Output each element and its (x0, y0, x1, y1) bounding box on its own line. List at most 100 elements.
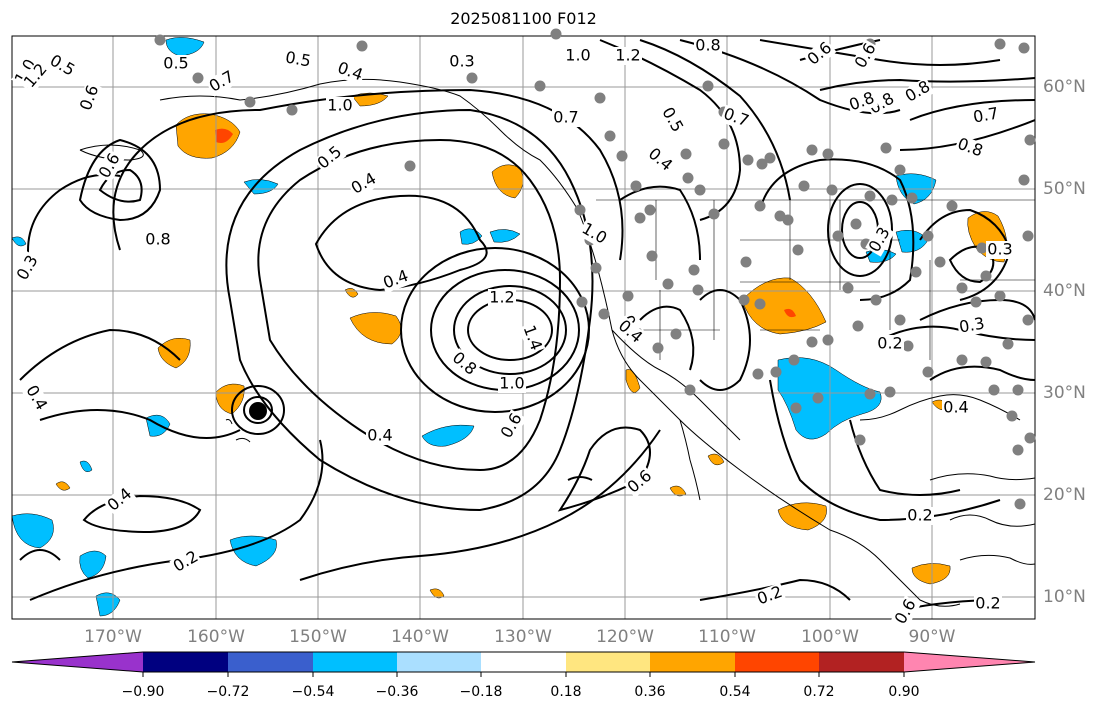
station-dot (1018, 42, 1030, 54)
station-dot (1024, 134, 1036, 146)
contour-label-halo (851, 39, 881, 73)
contour-label-halo (498, 375, 526, 393)
map-title: 2025081100 F012 (450, 9, 597, 28)
station-dot (994, 38, 1006, 50)
station-dot (826, 184, 838, 196)
station-dot (884, 386, 896, 398)
contour-label-halo (169, 547, 203, 577)
station-dot (154, 34, 166, 46)
station-dot (752, 368, 764, 380)
station-dot (854, 434, 866, 446)
station-dot (894, 314, 906, 326)
station-dot (574, 204, 586, 216)
station-dot (644, 204, 656, 216)
contour-label-halo (623, 466, 657, 498)
station-dot (864, 388, 876, 400)
contour-label-halo (719, 104, 753, 132)
contour-label-halo (347, 169, 381, 199)
station-dot (798, 180, 810, 192)
station-dot (812, 392, 824, 404)
station-dot (790, 402, 802, 414)
station-dot (1002, 338, 1014, 350)
station-dot (662, 278, 674, 290)
station-dot (788, 354, 800, 366)
station-dot (356, 40, 368, 52)
contour-label: 0.3 (13, 252, 42, 284)
station-dot (832, 230, 844, 242)
station-dot (670, 328, 682, 340)
contour-label: 0.5 (47, 51, 79, 80)
contour-label: 0.3 (987, 240, 1012, 259)
station-dot (956, 282, 968, 294)
station-dot (922, 230, 934, 242)
station-dot (590, 262, 602, 274)
station-dot (906, 192, 918, 204)
contour-label: 0.6 (497, 410, 526, 442)
contour-label-halo (21, 381, 51, 415)
colorbar-tick: 0.54 (719, 684, 751, 700)
contour-label: 0.2 (907, 506, 932, 525)
lon-label-110w: 110°W (698, 627, 756, 647)
station-dot (902, 340, 914, 352)
colorbar-tick: 0.90 (888, 684, 920, 700)
contour-label-halo (942, 399, 970, 417)
station-dot (806, 336, 818, 348)
contour-label-halo (326, 97, 354, 115)
contour-label-halo (876, 335, 904, 353)
lon-label-100w: 100°W (801, 627, 859, 647)
station-dot (792, 244, 804, 256)
station-dot (922, 366, 934, 378)
station-dot (740, 256, 752, 268)
station-dot (708, 208, 720, 220)
station-dot (1022, 314, 1034, 326)
contour-label: 0.3 (958, 313, 986, 336)
station-dot (980, 356, 992, 368)
station-dot (622, 290, 634, 302)
lat-label-50n: 50°N (1043, 179, 1086, 199)
colorbar (11, 651, 1036, 677)
station-dot (976, 242, 988, 254)
station-dot (822, 148, 834, 160)
station-dot (688, 264, 700, 276)
lon-label-130w: 130°W (494, 627, 552, 647)
contour-label-halo (803, 38, 837, 70)
contour-label: 0.3 (449, 52, 474, 71)
contour-label: 0.8 (695, 36, 720, 55)
contour-label-halo (552, 109, 580, 127)
station-dot (1014, 498, 1026, 510)
station-dot (682, 172, 694, 184)
contour-label-halo (986, 241, 1014, 259)
contour-label: 0.2 (877, 334, 902, 353)
station-dot (870, 294, 882, 306)
lat-label-10n: 10°N (1043, 587, 1086, 607)
station-dot (646, 250, 658, 262)
contour-label-halo (95, 149, 125, 183)
station-dot (864, 190, 876, 202)
station-dot (934, 256, 946, 268)
contour-label-halo (643, 144, 677, 176)
station-dot (192, 72, 204, 84)
station-dot (988, 384, 1000, 396)
station-dot (692, 284, 704, 296)
station-dot (754, 200, 766, 212)
contour-labels: 1.0 1.2 0.5 0.6 0.5 0.7 0.5 0.4 0.3 1.0 1.2 0.8 0.6 0… (11, 36, 1014, 629)
lon-label-150w: 150°W (289, 627, 347, 647)
contour-label-halo (103, 484, 137, 516)
station-dot (680, 148, 692, 160)
station-dot (822, 334, 834, 346)
contour-label: 1.0 (565, 46, 590, 65)
station-dot (616, 150, 628, 162)
state-borders (596, 199, 1035, 360)
contour-label-halo (20, 59, 52, 93)
station-dot (970, 296, 982, 308)
lat-label-40n: 40°N (1043, 281, 1086, 301)
contour-label-halo (865, 89, 899, 119)
contour-label-halo (379, 266, 413, 294)
station-dot (634, 212, 646, 224)
station-dot (286, 104, 298, 116)
station-dot (738, 294, 750, 306)
station-dot (1006, 410, 1018, 422)
contour-label-halo (13, 251, 43, 285)
contour-label-halo (205, 67, 239, 97)
